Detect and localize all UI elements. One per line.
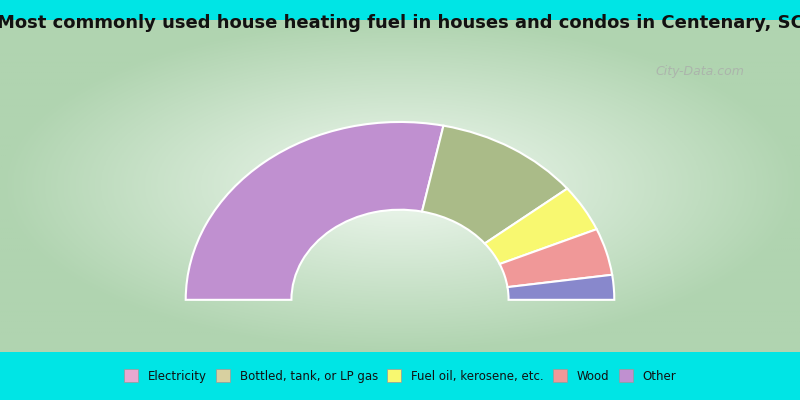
Legend: Electricity, Bottled, tank, or LP gas, Fuel oil, kerosene, etc., Wood, Other: Electricity, Bottled, tank, or LP gas, F…	[119, 365, 681, 387]
Wedge shape	[485, 189, 597, 264]
Wedge shape	[186, 122, 443, 300]
Wedge shape	[500, 229, 612, 287]
Text: City-Data.com: City-Data.com	[655, 66, 745, 78]
Text: Most commonly used house heating fuel in houses and condos in Centenary, SC: Most commonly used house heating fuel in…	[0, 14, 800, 32]
Wedge shape	[507, 275, 614, 300]
Wedge shape	[422, 126, 567, 244]
